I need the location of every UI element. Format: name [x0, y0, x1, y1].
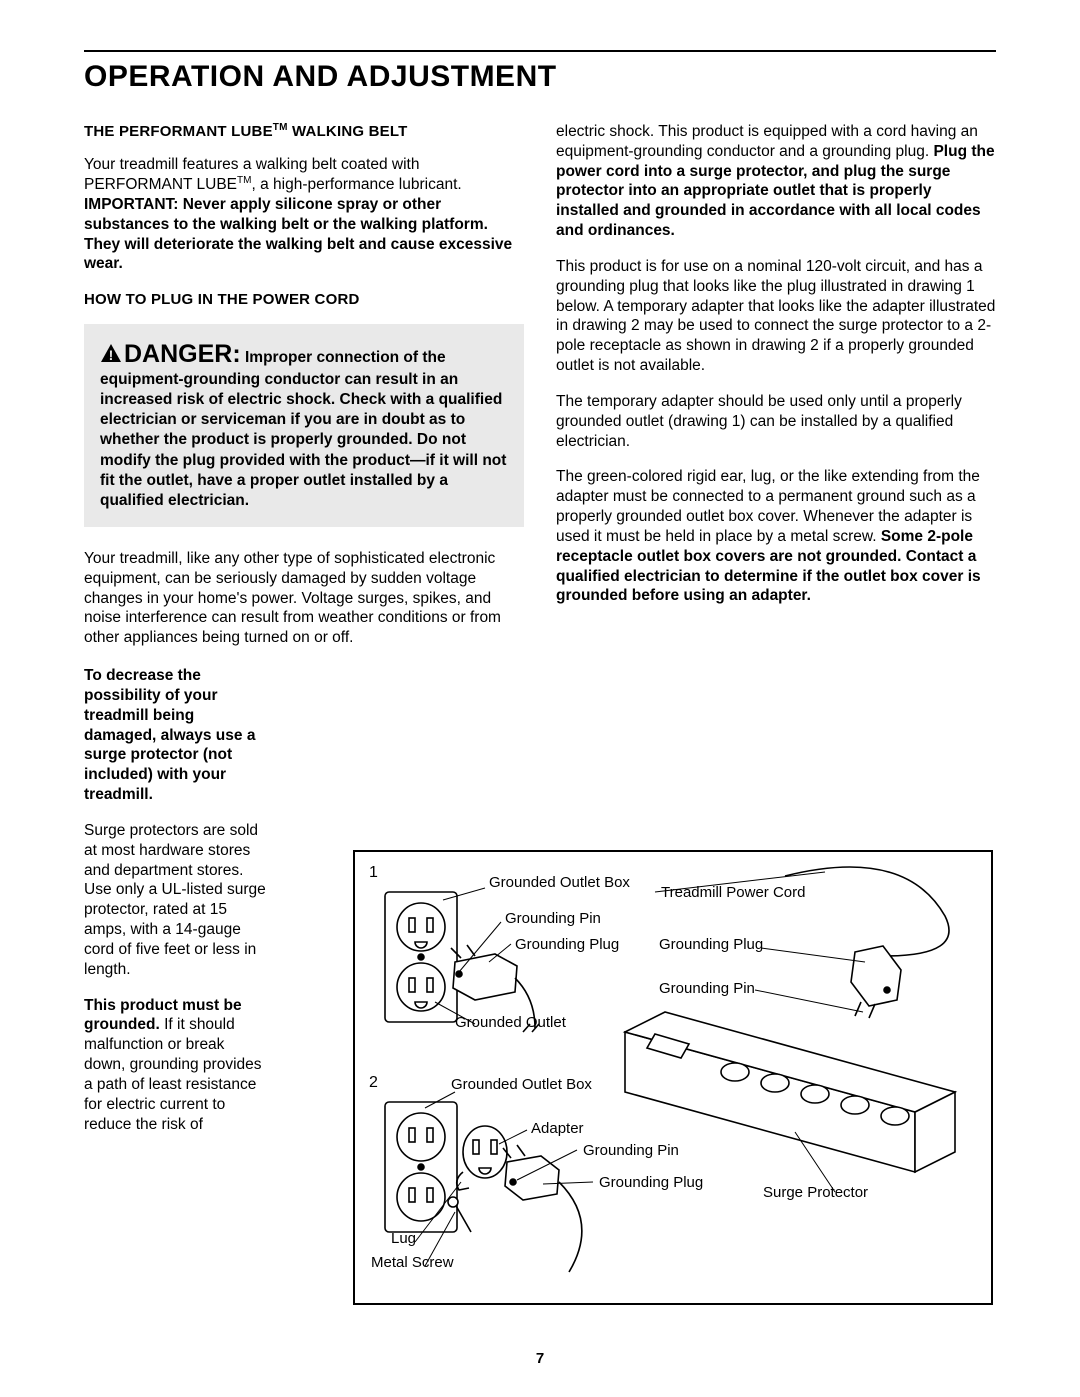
- lube-head-a: THE PERFORMANT LUBE: [84, 123, 273, 140]
- surge1-text: Your treadmill, like any other type of s…: [84, 550, 501, 646]
- surge1b: To decrease the possibility of your trea…: [84, 666, 269, 805]
- label-mscrew: Metal Screw: [371, 1254, 454, 1271]
- right-p4: The green-colored rigid ear, lug, or the…: [556, 467, 996, 606]
- label-adapter: Adapter: [531, 1120, 584, 1137]
- tm-mark: TM: [273, 122, 288, 133]
- lube-p-bold: IMPORTANT: Never apply silicone spray or…: [84, 196, 512, 272]
- fig-number-2: 2: [369, 1074, 378, 1092]
- right-p2: This product is for use on a nominal 120…: [556, 257, 996, 376]
- lube-heading: THE PERFORMANT LUBETM WALKING BELT: [84, 122, 524, 141]
- label-gob2: Grounded Outlet Box: [451, 1076, 592, 1093]
- surge2: Surge protectors are sold at most hardwa…: [84, 821, 269, 980]
- label-surge: Surge Protector: [763, 1184, 868, 1201]
- page-title: OPERATION AND ADJUSTMENT: [84, 60, 996, 94]
- label-gout: Grounded Outlet: [455, 1014, 566, 1031]
- plug-heading: HOW TO PLUG IN THE POWER CORD: [84, 290, 524, 309]
- wiring-figure: 1 2 Grounded Outlet Box Grounding Pin Gr…: [353, 850, 993, 1305]
- tm-mark-2: TM: [237, 175, 251, 186]
- label-gob1: Grounded Outlet Box: [489, 874, 630, 891]
- page-number: 7: [0, 1350, 1080, 1367]
- fig-number-1: 1: [369, 864, 378, 882]
- label-tpc: Treadmill Power Cord: [661, 884, 806, 901]
- right-p3: The temporary adapter should be used onl…: [556, 392, 996, 451]
- narrow-left-column: To decrease the possibility of your trea…: [84, 666, 269, 1150]
- lube-head-b: WALKING BELT: [288, 123, 408, 140]
- left-column: THE PERFORMANT LUBETM WALKING BELT Your …: [84, 122, 524, 664]
- label-gpin1: Grounding Pin: [505, 910, 601, 927]
- right-p1: electric shock. This product is equipped…: [556, 122, 996, 241]
- danger-word: DANGER:: [124, 340, 241, 368]
- r-p1a: electric shock. This product is equipped…: [556, 123, 978, 160]
- label-lug: Lug: [391, 1230, 416, 1247]
- svg-text:!: !: [109, 347, 114, 363]
- label-gpin2: Grounding Pin: [659, 980, 755, 997]
- danger-body: Improper connection of the equipment-gro…: [100, 349, 506, 509]
- two-column-layout: THE PERFORMANT LUBETM WALKING BELT Your …: [84, 122, 996, 664]
- lube-paragraph: Your treadmill features a walking belt c…: [84, 155, 524, 274]
- label-gplug2: Grounding Plug: [659, 936, 763, 953]
- right-column: electric shock. This product is equipped…: [556, 122, 996, 664]
- top-rule: [84, 50, 996, 52]
- warning-triangle-icon: !: [100, 343, 122, 369]
- surge-paragraph-1: Your treadmill, like any other type of s…: [84, 549, 524, 648]
- ground-b: If it should malfunction or break down, …: [84, 1016, 262, 1132]
- label-gpin3: Grounding Pin: [583, 1142, 679, 1159]
- lube-p-b: , a high-performance lubricant.: [251, 176, 461, 193]
- danger-box: ! DANGER: Improper connection of the equ…: [84, 324, 524, 527]
- label-gplug3: Grounding Plug: [599, 1174, 703, 1191]
- surge1b-text: To decrease the possibility of your trea…: [84, 667, 255, 803]
- label-gplug1: Grounding Plug: [515, 936, 619, 953]
- ground-p: This product must be grounded. If it sho…: [84, 996, 269, 1135]
